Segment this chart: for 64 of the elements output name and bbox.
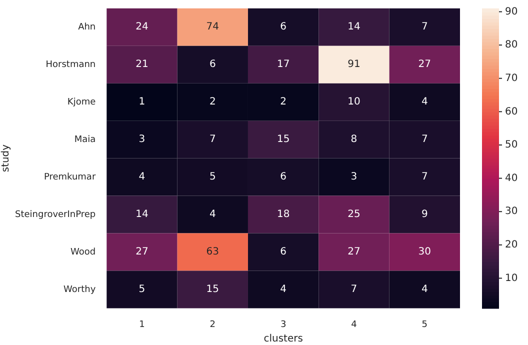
- x-tick-label: 1: [139, 320, 145, 330]
- data-label: 4: [138, 172, 146, 183]
- y-tick-label: Wood: [70, 247, 96, 258]
- data-label: 7: [421, 134, 428, 146]
- data-label: 2: [209, 96, 216, 108]
- data-label: 27: [136, 246, 148, 258]
- data-label: 10: [348, 96, 360, 108]
- data-label: 5: [209, 172, 216, 183]
- y-tick-label: Premkumar: [44, 172, 96, 182]
- data-label: 4: [421, 96, 428, 108]
- data-label: 27: [348, 246, 360, 258]
- y-tick-label: Worthy: [64, 284, 96, 295]
- data-label: 1: [138, 96, 146, 108]
- data-label: 24: [136, 22, 148, 33]
- data-label: 21: [136, 59, 148, 70]
- data-label: 6: [280, 172, 287, 183]
- data-label: 7: [421, 172, 428, 183]
- data-label: 14: [136, 209, 148, 220]
- data-label: 9: [421, 209, 428, 220]
- data-label: 4: [209, 209, 216, 220]
- data-label: 8: [350, 134, 358, 146]
- data-label: 63: [206, 246, 220, 258]
- data-label: 4: [421, 284, 428, 296]
- data-label: 6: [280, 246, 287, 258]
- data-label: 14: [348, 22, 360, 33]
- data-label: 15: [206, 284, 220, 296]
- color-bar-label: 80: [505, 40, 518, 51]
- x-tick-label: 2: [210, 320, 216, 330]
- data-label: 74: [206, 22, 220, 33]
- color-bar-label: 50: [505, 140, 518, 151]
- color-bar-label: 60: [505, 106, 518, 118]
- data-label: 5: [138, 284, 146, 296]
- color-bar-label: 30: [505, 206, 518, 218]
- x-axis-title: clusters: [264, 334, 303, 345]
- data-label: 18: [276, 209, 290, 220]
- data-label: 25: [348, 209, 360, 220]
- x-tick-label: 3: [280, 320, 286, 330]
- data-label: 6: [209, 59, 216, 70]
- color-bar-label: 20: [505, 240, 518, 251]
- data-label: 30: [418, 246, 432, 258]
- y-tick-label: Ahn: [78, 22, 96, 32]
- y-tick-label: SteingroverInPrep: [14, 210, 96, 220]
- y-axis-title: study: [0, 144, 12, 172]
- data-label: 4: [280, 284, 287, 296]
- data-label: 7: [421, 22, 428, 33]
- data-label: 17: [276, 59, 290, 70]
- color-bar-label: 90: [505, 6, 518, 18]
- data-label: 91: [348, 59, 360, 70]
- data-label: 7: [350, 284, 358, 296]
- data-label: 7: [209, 134, 216, 146]
- color-bar-label: 40: [505, 172, 518, 184]
- y-tick-label: Horstmann: [46, 60, 96, 70]
- data-label: 3: [138, 134, 146, 146]
- y-tick-label: Kjome: [67, 97, 96, 108]
- x-tick-label: 4: [351, 320, 358, 330]
- color-bar-label: 70: [505, 72, 518, 84]
- y-tick-label: Maia: [74, 134, 96, 145]
- color-bar-label: 10: [505, 272, 518, 284]
- data-label: 3: [350, 172, 358, 183]
- data-label: 15: [276, 134, 290, 146]
- data-label: 2: [280, 96, 287, 108]
- data-label: 6: [280, 22, 287, 33]
- data-label: 27: [418, 59, 432, 70]
- x-tick-label: 5: [422, 320, 428, 330]
